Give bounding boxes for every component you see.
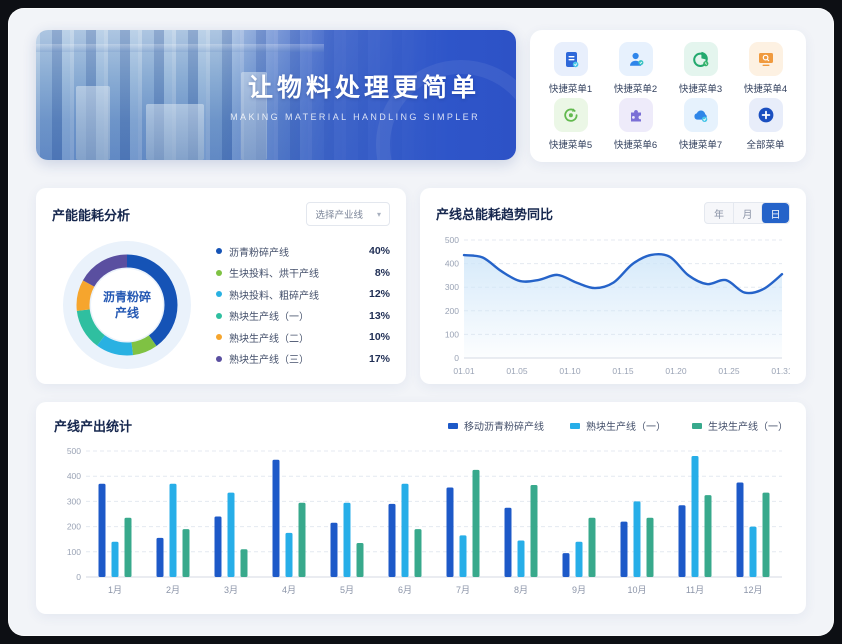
svg-text:200: 200 (445, 306, 459, 316)
quick-menu-item-all[interactable]: 全部菜单 (733, 96, 798, 152)
dashboard-window: 让物料处理更简单 MAKING MATERIAL HANDLING SIMPLE… (8, 8, 834, 636)
puzzle-icon (618, 97, 653, 132)
output-bar-chart: 0 100 200 300 400 500 1月 2月 3月 4月 5月 6月 7月 8月 9月 10月 11月… (67, 446, 782, 595)
svg-text:100: 100 (445, 329, 459, 339)
svg-text:8月: 8月 (514, 585, 528, 595)
legend-dot (216, 334, 222, 341)
legend-swatch (448, 422, 458, 429)
svg-text:200: 200 (67, 522, 81, 532)
svg-text:1月: 1月 (108, 585, 122, 595)
energy-legend: 沥青粉碎产线 40% 生块投料、烘干产线 8% 熟块投料、粗碎产线 12% 熟块生产线… (216, 244, 390, 366)
quick-menu-panel: 快捷菜单1 快捷菜单2 快捷菜单3 快捷菜单4 (530, 30, 806, 162)
period-day-button[interactable]: 日 (761, 203, 789, 223)
quick-menu-item-2[interactable]: 快捷菜单2 (603, 40, 668, 96)
output-card-title: 产线产出统计 (54, 419, 133, 434)
svg-text:12月: 12月 (743, 585, 762, 595)
svg-text:300: 300 (67, 496, 81, 506)
svg-text:01.15: 01.15 (612, 366, 634, 376)
legend-item: 熟块生产线（一） (570, 418, 666, 433)
svg-text:01.20: 01.20 (665, 366, 687, 376)
quick-menu-label: 快捷菜单2 (613, 83, 658, 95)
production-line-select[interactable]: 选择产业线 ▾ (306, 202, 390, 226)
legend-dot (216, 291, 222, 298)
legend-item: 熟块生产线（一） 13% (216, 308, 390, 323)
legend-item: 熟块生产线（三） 17% (216, 351, 390, 366)
svg-text:500: 500 (67, 446, 81, 456)
quick-menu-label: 快捷菜单1 (548, 83, 593, 95)
document-icon (553, 41, 588, 76)
period-year-button[interactable]: 年 (714, 209, 724, 221)
svg-text:9月: 9月 (572, 585, 586, 595)
legend-item: 熟块投料、粗碎产线 12% (216, 287, 390, 302)
dropdown-value: 选择产业线 (315, 210, 363, 221)
trend-card: 产线总能耗趋势同比 年 月 日 0 100 200 300 400 500 01.01 01.… (420, 188, 806, 384)
svg-text:0: 0 (454, 353, 459, 363)
plus-icon (748, 97, 783, 132)
legend-swatch (570, 422, 580, 429)
refresh-icon (553, 97, 588, 132)
hero-banner: 让物料处理更简单 MAKING MATERIAL HANDLING SIMPLE… (36, 30, 516, 160)
svg-text:6月: 6月 (398, 585, 412, 595)
energy-card-title: 产能能耗分析 (52, 207, 131, 223)
svg-text:5月: 5月 (340, 585, 354, 595)
svg-text:01.05: 01.05 (506, 366, 528, 376)
svg-text:10月: 10月 (627, 585, 646, 595)
legend-dot (216, 312, 222, 319)
svg-text:100: 100 (67, 547, 81, 557)
legend-dot (216, 355, 222, 362)
svg-text:3月: 3月 (224, 585, 238, 595)
quick-menu-item-5[interactable]: 快捷菜单5 (538, 96, 603, 152)
legend-dot (216, 248, 222, 255)
legend-item: 移动沥青粉碎产线 (448, 418, 544, 433)
legend-item: 生块投料、烘干产线 8% (216, 265, 390, 280)
trend-card-title: 产线总能耗趋势同比 (436, 206, 554, 222)
legend-item: 沥青粉碎产线 40% (216, 244, 390, 259)
svg-text:2月: 2月 (166, 585, 180, 595)
legend-swatch (692, 422, 702, 429)
energy-analysis-card: 产能能耗分析 选择产业线 ▾ 沥青粉碎 产线 沥青粉碎产线 40% 生块投料、烘干… (36, 188, 406, 384)
quick-menu-label: 快捷菜单5 (548, 139, 593, 151)
svg-text:500: 500 (445, 235, 459, 245)
svg-text:400: 400 (445, 259, 459, 269)
monitor-search-icon (748, 41, 783, 76)
quick-menu-label: 全部菜单 (746, 139, 785, 151)
svg-text:01.31: 01.31 (771, 366, 790, 376)
quick-menu-item-3[interactable]: 快捷菜单3 (668, 40, 733, 96)
user-icon (618, 41, 653, 76)
legend-item: 生块生产线（一） (692, 418, 788, 433)
cloud-icon (683, 97, 718, 132)
quick-menu-item-4[interactable]: 快捷菜单4 (733, 40, 798, 96)
quick-menu-item-7[interactable]: 快捷菜单7 (668, 96, 733, 152)
svg-text:11月: 11月 (686, 585, 704, 595)
output-legend: 移动沥青粉碎产线 熟块生产线（一） 生块生产线（一） (448, 418, 788, 433)
pie-chart-icon (683, 41, 718, 76)
period-month-button[interactable]: 月 (733, 203, 761, 223)
chevron-down-icon: ▾ (376, 209, 381, 219)
quick-menu-label: 快捷菜单7 (678, 139, 723, 151)
quick-menu-item-1[interactable]: 快捷菜单1 (538, 40, 603, 96)
svg-text:7月: 7月 (456, 585, 470, 595)
svg-text:300: 300 (445, 282, 459, 292)
svg-text:01.10: 01.10 (559, 366, 581, 376)
banner-subtitle: MAKING MATERIAL HANDLING SIMPLER (230, 112, 480, 122)
svg-text:01.25: 01.25 (718, 366, 740, 376)
output-statistics-card: 产线产出统计 移动沥青粉碎产线 熟块生产线（一） 生块生产线（一） 0 100 20… (36, 402, 806, 614)
svg-text:400: 400 (67, 471, 81, 481)
period-switcher: 年 月 日 (704, 202, 790, 224)
quick-menu-item-6[interactable]: 快捷菜单6 (603, 96, 668, 152)
quick-menu-label: 快捷菜单3 (678, 83, 723, 95)
quick-menu-label: 快捷菜单4 (743, 83, 788, 95)
trend-line-chart: 0 100 200 300 400 500 01.01 01.05 01.10 01.15 01.2… (445, 235, 793, 376)
banner-title: 让物料处理更简单 (247, 74, 480, 102)
svg-text:0: 0 (76, 572, 81, 582)
legend-item: 熟块生产线（二） 10% (216, 330, 390, 345)
energy-donut-chart: 沥青粉碎 产线 (52, 230, 202, 380)
quick-menu-label: 快捷菜单6 (613, 139, 658, 151)
svg-text:01.01: 01.01 (453, 366, 475, 376)
legend-dot (216, 269, 222, 276)
svg-text:4月: 4月 (282, 585, 296, 595)
